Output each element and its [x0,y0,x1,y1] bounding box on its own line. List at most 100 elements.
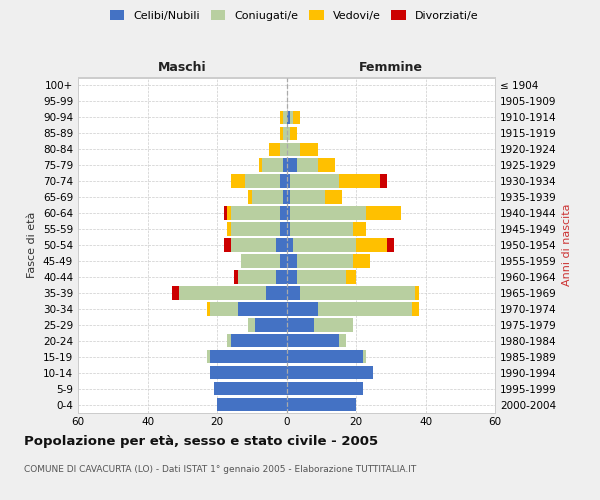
Bar [287,350,363,364]
Bar [238,270,276,283]
Bar [238,302,287,316]
Bar [227,334,231,347]
Bar [318,302,412,316]
Bar [301,286,415,300]
Bar [287,222,290,236]
Bar [252,190,283,204]
Bar [412,302,419,316]
Bar [248,318,255,332]
Bar [287,382,363,396]
Bar [287,286,301,300]
Bar [287,110,290,124]
Bar [269,142,280,156]
Bar [276,270,287,283]
Bar [338,334,346,347]
Bar [280,174,287,188]
Bar [287,158,297,172]
Bar [241,254,280,268]
Bar [287,302,318,316]
Bar [290,110,293,124]
Bar [283,126,287,140]
Bar [380,174,387,188]
Bar [262,158,283,172]
Bar [283,158,287,172]
Bar [293,238,356,252]
Bar [227,206,231,220]
Text: Maschi: Maschi [158,62,206,74]
Bar [297,270,346,283]
Bar [179,286,266,300]
Bar [227,222,231,236]
Bar [287,142,301,156]
Bar [318,158,335,172]
Bar [210,350,287,364]
Bar [314,318,353,332]
Bar [217,398,287,411]
Bar [363,350,367,364]
Bar [210,366,287,380]
Bar [231,222,280,236]
Bar [290,174,338,188]
Bar [280,222,287,236]
Bar [224,206,227,220]
Bar [290,206,367,220]
Bar [290,190,325,204]
Bar [353,222,367,236]
Bar [276,238,287,252]
Bar [287,190,290,204]
Bar [287,254,297,268]
Bar [287,126,290,140]
Bar [245,174,280,188]
Bar [287,318,314,332]
Bar [287,206,290,220]
Bar [293,110,301,124]
Bar [210,302,238,316]
Bar [231,334,287,347]
Bar [280,110,283,124]
Bar [367,206,401,220]
Bar [297,158,318,172]
Bar [287,366,373,380]
Bar [301,142,318,156]
Y-axis label: Fasce di età: Fasce di età [28,212,37,278]
Bar [287,174,290,188]
Bar [172,286,179,300]
Bar [231,206,280,220]
Bar [415,286,419,300]
Bar [231,238,276,252]
Bar [346,270,356,283]
Bar [287,398,356,411]
Bar [280,254,287,268]
Bar [248,190,252,204]
Text: COMUNE DI CAVACURTA (LO) - Dati ISTAT 1° gennaio 2005 - Elaborazione TUTTITALIA.: COMUNE DI CAVACURTA (LO) - Dati ISTAT 1°… [24,465,416,474]
Bar [280,142,287,156]
Bar [287,334,338,347]
Bar [325,190,342,204]
Bar [214,382,287,396]
Bar [353,254,370,268]
Bar [356,238,387,252]
Bar [338,174,380,188]
Bar [290,222,353,236]
Bar [280,126,283,140]
Bar [283,190,287,204]
Text: Femmine: Femmine [359,62,423,74]
Bar [206,302,210,316]
Y-axis label: Anni di nascita: Anni di nascita [562,204,572,286]
Bar [280,206,287,220]
Bar [387,238,394,252]
Bar [235,270,238,283]
Bar [259,158,262,172]
Text: Popolazione per età, sesso e stato civile - 2005: Popolazione per età, sesso e stato civil… [24,435,378,448]
Bar [206,350,210,364]
Legend: Celibi/Nubili, Coniugati/e, Vedovi/e, Divorziati/e: Celibi/Nubili, Coniugati/e, Vedovi/e, Di… [105,6,483,25]
Bar [297,254,353,268]
Bar [287,270,297,283]
Bar [283,110,287,124]
Bar [224,238,231,252]
Bar [231,174,245,188]
Bar [266,286,287,300]
Bar [255,318,287,332]
Bar [290,126,297,140]
Bar [287,238,293,252]
